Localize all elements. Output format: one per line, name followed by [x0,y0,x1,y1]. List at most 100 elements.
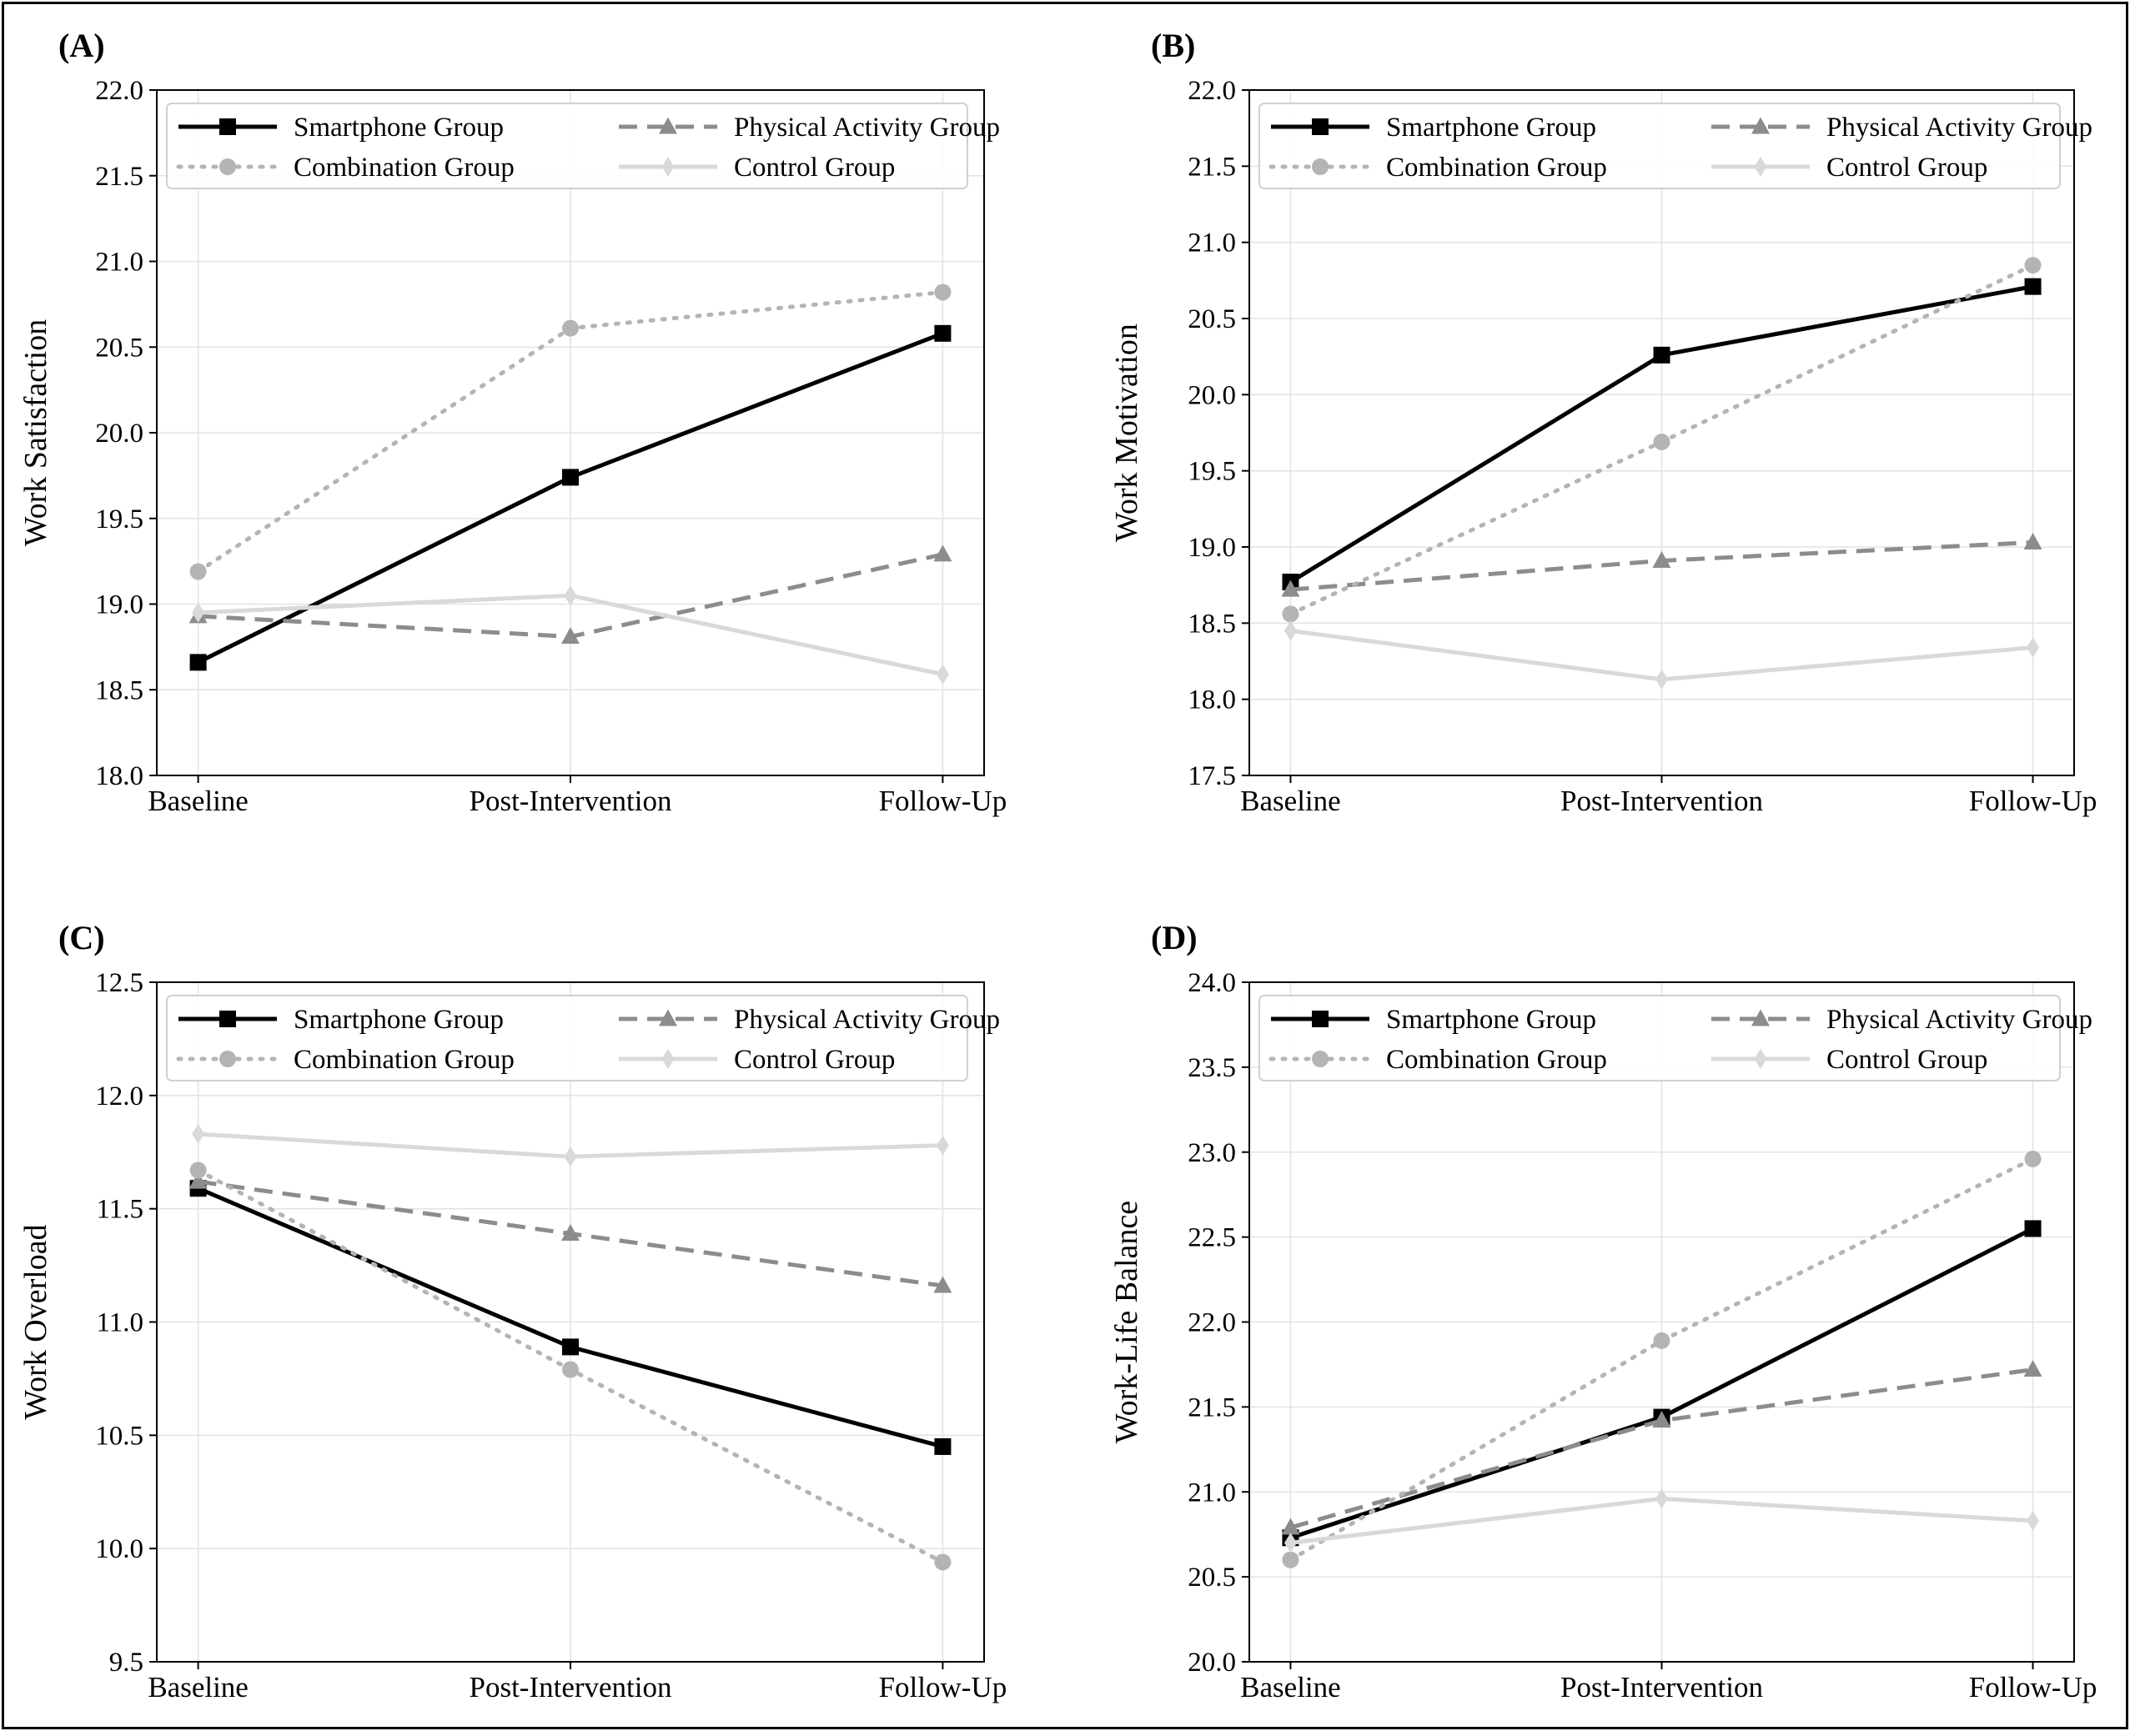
legend-item-combination-group: Combination Group [176,1045,515,1075]
y-tick-label: 23.5 [1188,1053,1236,1083]
grid [157,981,984,1663]
data-point [1652,550,1671,568]
x-tick-label: Baseline [1240,1671,1341,1703]
data-point [1653,1332,1670,1349]
y-tick-label: 19.0 [1188,533,1236,563]
y-axis-label: Work-Life Balance [1109,1201,1144,1443]
series-control-group [1284,620,2040,690]
y-tick-label: 19.0 [95,590,143,620]
x-tick-label: Follow-Up [879,1671,1007,1703]
y-tick-label: 18.0 [1188,685,1236,715]
data-point [2024,278,2042,295]
legend-marker [1754,1049,1767,1069]
series-combination-group [1282,1150,2042,1568]
data-point [562,469,579,486]
data-point [188,1172,208,1189]
legend-label: Combination Group [1386,1045,1607,1075]
legend: Smartphone Group Combination Group Physica… [1258,995,2092,1081]
legend-label: Smartphone Group [1386,113,1596,143]
series-physical-activity-group [1281,1360,2042,1535]
x-tick-label: Baseline [148,785,249,817]
x-tick-label: Follow-Up [879,785,1007,817]
y-tick-label: 12.0 [95,1081,143,1111]
legend: Smartphone Group Combination Group Physica… [166,995,1000,1081]
legend-item-control-group: Control Group [619,153,895,183]
y-axis-label: Work Satisfaction [18,319,53,546]
x-tick-label: Follow-Up [1969,1671,2097,1703]
data-point [192,1124,205,1145]
y-tick-label: 21.5 [1188,152,1236,182]
x-tick-label: Baseline [148,1671,249,1703]
data-point [1281,1518,1300,1535]
y-tick-label: 18.5 [95,675,143,705]
data-point [564,585,577,606]
legend-marker [1312,1051,1329,1067]
data-point [2023,533,2042,550]
data-point [189,1162,207,1179]
legend-marker [1312,1011,1329,1027]
y-tick-label: 17.5 [1188,761,1236,791]
legend-label: Control Group [734,153,895,183]
data-point [2027,637,2040,658]
legend-marker [659,1009,677,1026]
series-control-group [192,1124,949,1167]
panel-a: 18.0 18.5 19.0 19.5 20.0 20.5 21.0 21.5 22.0 Base… [18,27,1007,817]
grid [157,89,984,776]
data-point [1655,1488,1668,1509]
legend-item-smartphone-group: Smartphone Group [178,113,504,143]
panel-label: (A) [58,27,105,64]
data-point [936,664,949,685]
data-point [189,654,207,671]
data-point [1284,620,1297,641]
panel-label: (D) [1151,919,1198,956]
data-point [192,602,205,623]
series-combination-group [189,1162,952,1571]
legend-box [1258,103,2061,189]
panel-c: 9.5 10.0 10.5 11.0 11.5 12.0 12.5 Baseline Post-… [18,919,1007,1703]
legend-label: Combination Group [294,1045,515,1075]
legend-marker [1754,157,1767,177]
data-point [934,283,952,301]
y-tick-label: 21.5 [1188,1392,1236,1422]
legend-label: Combination Group [294,153,515,183]
series-combination-group [1282,257,2042,623]
legend-label: Combination Group [1386,153,1607,183]
y-tick-label: 19.5 [95,504,143,534]
data-point [2024,1220,2042,1237]
legend-marker [1312,158,1329,175]
legend: Smartphone Group Combination Group Physica… [166,103,1000,189]
data-point [1281,580,1300,597]
legend-item-control-group: Control Group [619,1045,895,1075]
y-tick-label: 20.5 [1188,304,1236,334]
legend-marker [1312,118,1329,135]
legend-label: Physical Activity Group [734,113,1000,143]
legend: Smartphone Group Combination Group Physica… [1258,103,2092,189]
data-point [562,1361,579,1378]
y-tick-label: 20.5 [95,333,143,363]
x-tick-label: Post-Intervention [1560,1671,1763,1703]
data-point [1284,1533,1297,1553]
y-tick-label: 22.0 [1188,76,1236,106]
legend-box [1258,995,2061,1081]
legend-item-combination-group: Combination Group [176,153,515,183]
data-point [564,1146,577,1167]
legend-item-smartphone-group: Smartphone Group [178,1005,504,1035]
data-point [2024,1150,2042,1167]
legend-label: Control Group [1826,1045,1987,1075]
legend-marker [659,117,677,134]
y-tick-label: 9.5 [109,1648,143,1678]
legend-item-physical-activity-group: Physical Activity Group [619,113,1000,143]
data-point [561,627,580,645]
y-tick-label: 10.0 [95,1534,143,1564]
x-tick-label: Post-Intervention [469,785,671,817]
data-point [936,1135,949,1156]
legend-label: Smartphone Group [1386,1005,1596,1035]
legend-label: Physical Activity Group [734,1005,1000,1035]
legend-item-physical-activity-group: Physical Activity Group [1711,1005,2092,1035]
y-tick-label: 22.5 [1188,1223,1236,1253]
y-tick-label: 18.5 [1188,609,1236,639]
y-tick-label: 20.0 [1188,1648,1236,1678]
legend-marker [219,158,236,175]
data-point [2024,257,2042,274]
